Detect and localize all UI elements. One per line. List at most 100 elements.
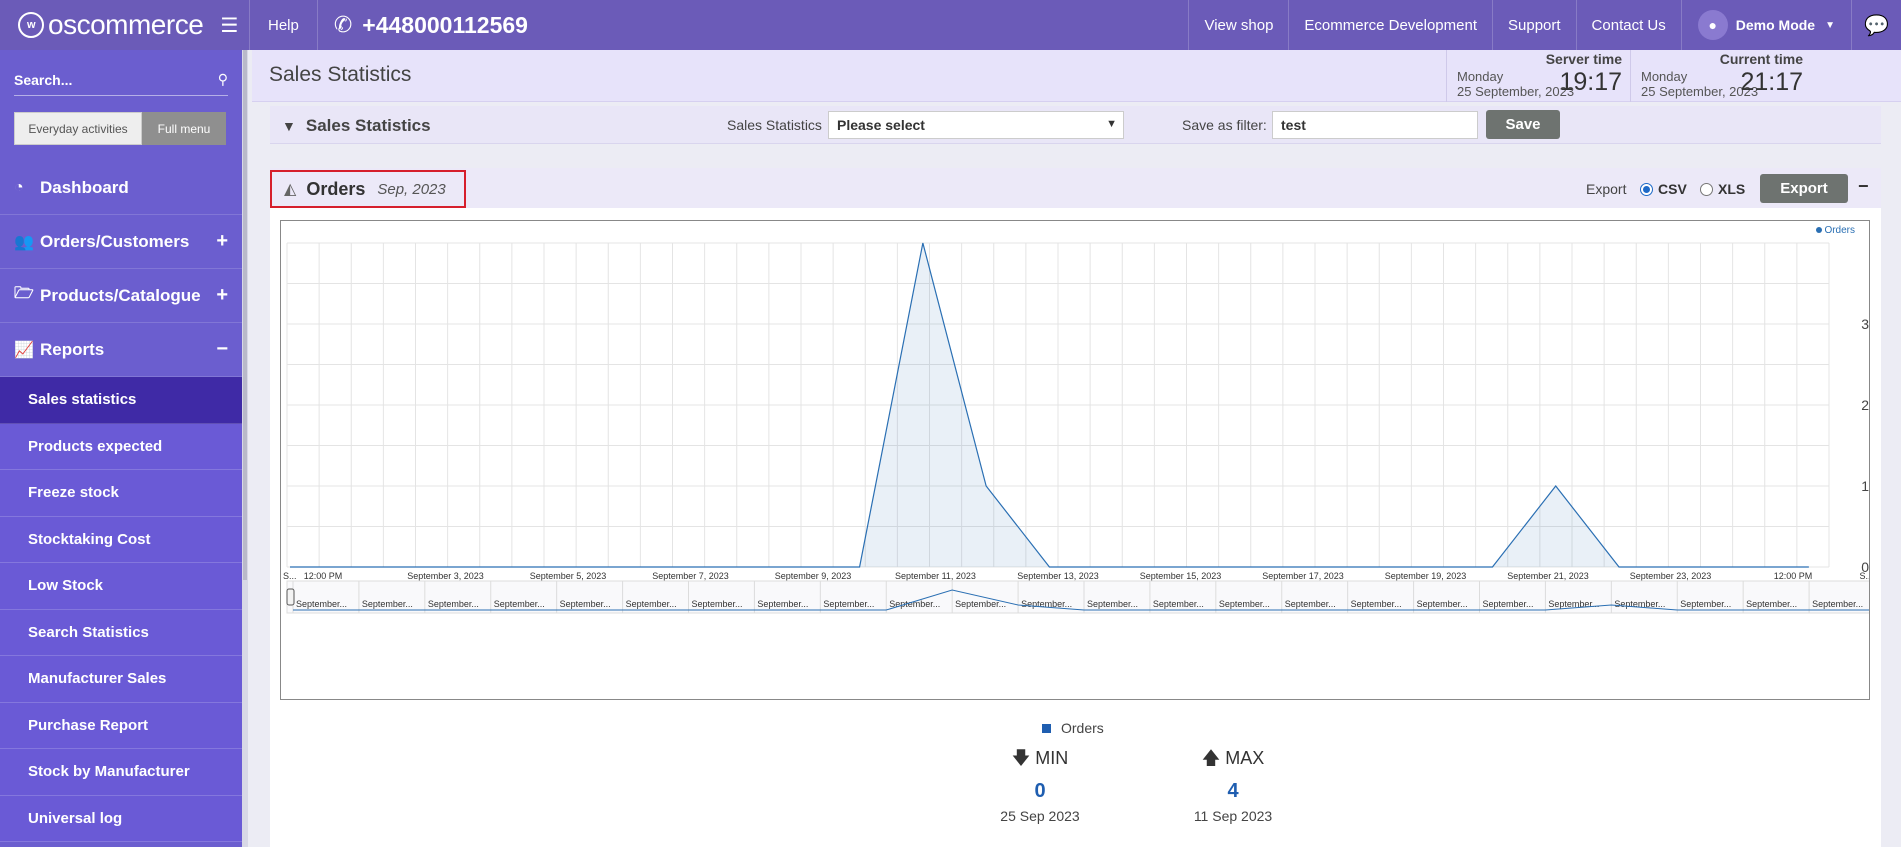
view-shop-link[interactable]: View shop (1188, 0, 1288, 50)
sidebar-item-reports[interactable]: 📈 Reports − (0, 323, 242, 377)
min-date: 25 Sep 2023 (1000, 808, 1080, 824)
arrow-up-icon: 🡅 (1201, 748, 1221, 768)
area-chart-icon: ◭ (284, 181, 297, 198)
chart-legend[interactable]: Orders (1042, 720, 1104, 736)
help-link[interactable]: Help (250, 0, 318, 50)
sidebar-subitem-purchase-report[interactable]: Purchase Report (0, 702, 242, 749)
sales-statistics-select[interactable]: Please select ▼ (828, 111, 1124, 139)
radio-unchecked-icon[interactable] (1700, 182, 1713, 196)
sidebar-subitem-low-stock[interactable]: Low Stock (0, 563, 242, 610)
sidebar-search[interactable]: Search... ⚲ (14, 64, 228, 96)
phone-text: +448000112569 (362, 11, 528, 38)
search-input[interactable]: Search... (14, 71, 73, 88)
min-value: 0 (1034, 780, 1046, 802)
expand-plus-icon[interactable]: + (216, 284, 228, 306)
navigator-label: September... (889, 599, 940, 609)
navigator-label: September... (955, 599, 1006, 609)
sidebar-subitem-sales-statistics[interactable]: Sales statistics (0, 377, 242, 424)
expand-plus-icon[interactable]: + (216, 230, 228, 252)
support-link[interactable]: Support (1492, 0, 1576, 50)
page-header: Sales Statistics Server time Monday 25 S… (252, 50, 1901, 102)
sidebar-menu: ◔ Dashboard 👥 Orders/Customers + 🗁 Produ… (0, 161, 242, 842)
x-tick-label: 12:00 PM (1774, 571, 1813, 581)
logo[interactable]: w oscommerce (0, 0, 210, 50)
dashboard-icon: ◔ (14, 178, 24, 196)
navigator-label: September... (1746, 599, 1797, 609)
sidebar-item-dashboard[interactable]: ◔ Dashboard (0, 161, 242, 215)
ecommerce-development-link[interactable]: Ecommerce Development (1288, 0, 1492, 50)
y-tick-label: 0 (1861, 559, 1869, 575)
contact-us-link[interactable]: Contact Us (1575, 0, 1681, 50)
sidebar-subitem-freeze-stock[interactable]: Freeze stock (0, 470, 242, 517)
server-day: Monday (1457, 69, 1504, 84)
select-value: Please select (837, 117, 925, 133)
collapse-minus-icon[interactable]: − (216, 338, 228, 360)
navigator-label: September... (1680, 599, 1731, 609)
sidebar-scrollbar[interactable] (242, 50, 248, 847)
sidebar-subitem-products-expected[interactable]: Products expected (0, 423, 242, 470)
navigator-label: September... (1483, 599, 1534, 609)
sidebar-subitem-stocktaking-cost[interactable]: Stocktaking Cost (0, 516, 242, 563)
arrow-down-icon: 🡇 (1011, 748, 1031, 768)
server-time-label: Server time (1545, 51, 1622, 67)
navigator-series-line (293, 589, 1869, 611)
navigator-label: September... (1285, 599, 1336, 609)
navigator-label: September... (757, 599, 808, 609)
filter-name-input[interactable]: test (1272, 111, 1478, 139)
navigator-label: September... (428, 599, 479, 609)
orders-chart[interactable]: 0 1 2 3 S... 12:00 PM September 3, 2023 Septemb… (281, 221, 1869, 699)
min-label-text: MIN (1035, 748, 1069, 768)
save-button[interactable]: Save (1486, 110, 1560, 139)
radio-checked-icon[interactable] (1640, 182, 1653, 196)
sidebar-item-label: Products/Catalogue (40, 285, 201, 305)
min-stat: 🡇 MIN 0 25 Sep 2023 (980, 746, 1100, 824)
users-icon: 👥 (14, 233, 34, 251)
filter-icon: ▼ (282, 118, 296, 134)
sidebar-item-products-catalogue[interactable]: 🗁 Products/Catalogue + (0, 269, 242, 323)
orders-title-box: ◭ Orders Sep, 2023 (270, 170, 466, 208)
min-label: 🡇 MIN (980, 746, 1100, 776)
navigator-label: September... (1812, 599, 1863, 609)
navigator-label: September... (1087, 599, 1138, 609)
sidebar-item-orders-customers[interactable]: 👥 Orders/Customers + (0, 215, 242, 269)
navigator-label: September... (1219, 599, 1270, 609)
export-button[interactable]: Export (1760, 174, 1848, 203)
x-tick-label: September 21, 2023 (1507, 571, 1589, 581)
legend-dot-icon (1816, 227, 1823, 233)
x-tick-label: 12:00 PM (304, 571, 343, 581)
panel-title: Orders (306, 178, 366, 199)
phone-number[interactable]: ✆ +448000112569 (318, 0, 544, 50)
sidebar-subitem-stock-by-manufacturer[interactable]: Stock by Manufacturer (0, 749, 242, 796)
current-date: 25 September, 2023 (1641, 84, 1759, 99)
csv-radio[interactable]: CSV (1640, 181, 1687, 197)
collapse-panel-icon[interactable]: − (1858, 176, 1869, 196)
navigator-handle-left[interactable] (286, 588, 295, 606)
navigator-label: September... (1417, 599, 1468, 609)
full-menu-button[interactable]: Full menu (142, 112, 226, 145)
user-menu[interactable]: ● Demo Mode ▼ (1680, 0, 1851, 50)
navigator-label: September... (692, 599, 743, 609)
current-day: Monday (1641, 69, 1688, 84)
sidebar: Search... ⚲ Everyday activities Full men… (0, 50, 242, 847)
x-tick-label: September 23, 2023 (1630, 571, 1712, 581)
sidebar-subitem-universal-log[interactable]: Universal log (0, 795, 242, 842)
hamburger-menu-icon[interactable]: ☰ (210, 0, 250, 50)
chart-legend-top[interactable]: Orders (1816, 225, 1855, 236)
x-tick-label: September 15, 2023 (1140, 571, 1222, 581)
y-tick-label: 2 (1861, 397, 1869, 413)
xls-radio[interactable]: XLS (1700, 181, 1745, 197)
search-icon[interactable]: ⚲ (217, 71, 228, 87)
current-time-label: Current time (1719, 51, 1803, 67)
filter-title: ▼ Sales Statistics (282, 116, 431, 136)
sidebar-subitem-manufacturer-sales[interactable]: Manufacturer Sales (0, 656, 242, 703)
user-name: Demo Mode (1735, 17, 1816, 33)
navigator-label: September... (1548, 599, 1599, 609)
sidebar-subitem-search-statistics[interactable]: Search Statistics (0, 609, 242, 656)
everyday-activities-button[interactable]: Everyday activities (14, 112, 142, 145)
scrollbar-thumb[interactable] (243, 50, 247, 580)
navigator-label: September... (626, 599, 677, 609)
sidebar-item-label: Reports (40, 339, 105, 359)
chat-icon[interactable]: 💬 (1851, 0, 1901, 50)
max-stat: 🡅 MAX 4 11 Sep 2023 (1173, 746, 1293, 824)
series-line (290, 242, 1809, 568)
